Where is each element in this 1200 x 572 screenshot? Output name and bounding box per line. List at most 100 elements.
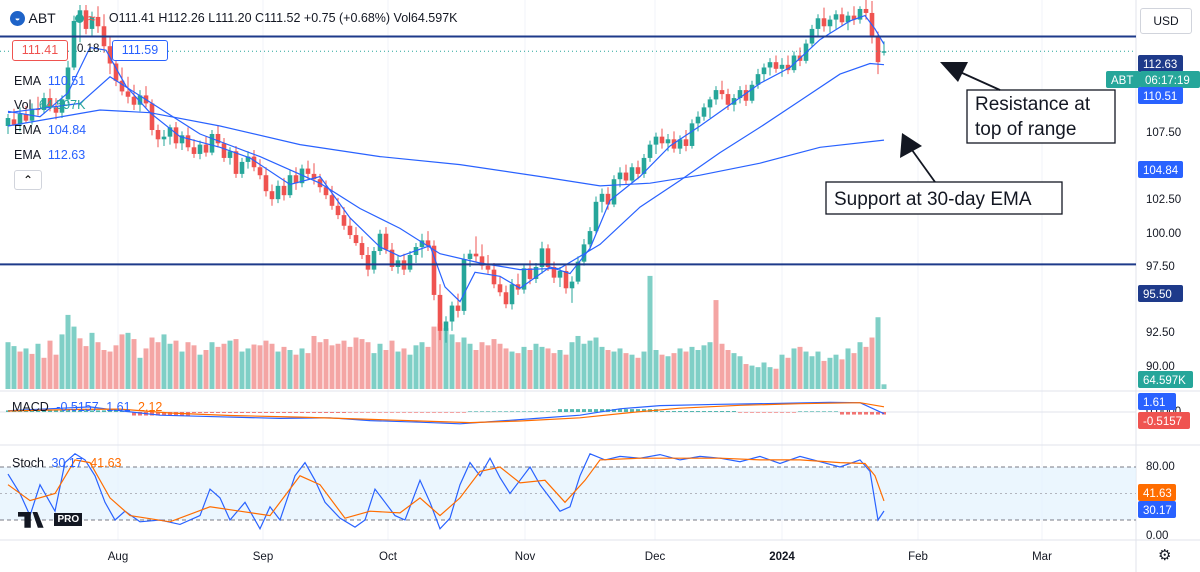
resistance-callout-line2: top of range — [975, 119, 1076, 140]
volume-bar — [605, 350, 611, 389]
candle-body — [581, 244, 587, 262]
volume-bar — [275, 351, 281, 389]
macd-histogram-bar — [510, 411, 514, 412]
macd-histogram-bar — [786, 412, 790, 413]
candle-body — [647, 144, 653, 158]
tv-logo-text: PRO — [54, 513, 83, 527]
macd-histogram-bar — [726, 411, 730, 412]
symbol-icon[interactable]: ◒ — [10, 10, 25, 26]
candle-body — [209, 133, 215, 153]
volume-bar — [443, 328, 449, 389]
volume-bar — [77, 338, 83, 389]
candle-body — [491, 269, 497, 285]
candle-body — [599, 193, 605, 202]
macd-histogram-bar — [6, 410, 10, 412]
volume-bar — [383, 350, 389, 389]
candle-body — [539, 248, 545, 267]
price-axis[interactable]: 107.50102.50100.0097.5092.5090.0080.0040… — [1146, 127, 1181, 542]
candle-body — [827, 19, 833, 27]
volume-bar — [395, 351, 401, 389]
volume-bar — [773, 368, 779, 389]
volume-bar — [125, 332, 131, 389]
tilde-icon[interactable]: ≈ — [87, 10, 96, 26]
volume-bar — [347, 346, 353, 389]
macd-histogram-bar — [870, 412, 874, 415]
volume-bar — [113, 345, 119, 389]
volume-bar — [491, 339, 497, 389]
macd-histogram-bar — [822, 411, 826, 412]
macd-histogram-bar — [834, 411, 838, 412]
volume-bar — [863, 346, 869, 389]
volume-bar — [635, 357, 641, 389]
volume-bar — [509, 351, 515, 389]
macd-histogram-bar — [660, 411, 664, 412]
volume-bar — [407, 354, 413, 389]
stoch-tick-label: 80.00 — [1146, 461, 1175, 473]
volume-bar — [701, 345, 707, 389]
candle-body — [293, 175, 299, 184]
price-ticker-badge: ABT — [1111, 75, 1133, 87]
volume-bar — [881, 384, 887, 389]
bid-box[interactable]: 111.41 — [12, 40, 68, 61]
candle-body — [497, 284, 503, 293]
legend-ema-short[interactable]: EMA 110.51 — [14, 74, 85, 88]
volume-bar — [611, 351, 617, 389]
time-axis[interactable]: Aug Sep Oct Nov Dec 2024 Feb Mar — [108, 551, 1052, 563]
candle-body — [437, 294, 443, 331]
stoch-d-badge-bg — [1138, 484, 1176, 501]
volume-bar — [767, 367, 773, 389]
volume-bar — [269, 343, 275, 389]
macd-histogram-bar — [846, 412, 850, 415]
macd-histogram-bar — [348, 412, 352, 413]
ticker[interactable]: ABT — [28, 10, 56, 26]
macd-histogram-bar — [402, 412, 406, 413]
candle-body — [461, 259, 467, 311]
volume-bar — [791, 348, 797, 389]
macd-line — [7, 401, 885, 425]
candle-body — [575, 261, 581, 282]
legend-ema-mid[interactable]: EMA 104.84 — [14, 123, 86, 137]
macd-histogram-bar — [318, 412, 322, 413]
candle-body — [449, 305, 455, 322]
candle-body — [779, 64, 785, 69]
macd-histogram-bar — [792, 412, 796, 413]
ask-box[interactable]: 111.59 — [112, 40, 168, 61]
candle-body — [41, 98, 47, 111]
macd-value-badge-bg — [1138, 412, 1190, 429]
volume-bar — [551, 353, 557, 389]
volume-bar — [209, 342, 215, 389]
candle-body — [509, 284, 515, 305]
macd-histogram-bar — [378, 412, 382, 413]
volume-bar — [521, 346, 527, 389]
volume-bar — [875, 317, 881, 389]
macd-histogram-bar — [588, 409, 592, 412]
tv-logo[interactable]: PRO — [18, 511, 84, 529]
legend-ema-long[interactable]: EMA 112.63 — [14, 148, 85, 162]
legend-macd[interactable]: MACD -0.5157 1.61 2.12 — [12, 400, 162, 414]
macd-histogram-bar — [582, 409, 586, 412]
candle-body — [11, 119, 17, 125]
macd-histogram-bar — [480, 411, 484, 412]
candle-body — [635, 167, 641, 174]
macd-signal-badge-bg — [1138, 393, 1176, 410]
candle-body — [197, 144, 203, 154]
candle-body — [83, 10, 89, 29]
candle-body — [353, 235, 359, 244]
legend-vol[interactable]: Vol 64.597K — [14, 98, 85, 112]
candle-body — [281, 185, 287, 196]
collapse-legend-button[interactable]: ⌃ — [14, 170, 42, 190]
horizontal-lines[interactable] — [0, 35, 1136, 266]
legend-stoch[interactable]: Stoch 30.17 41.63 — [12, 456, 122, 470]
support-arrow-shaft — [911, 149, 936, 183]
macd-signal: 1.61 — [106, 400, 131, 414]
volume-bar — [65, 314, 71, 389]
volume-bar — [737, 356, 743, 389]
candle-body — [821, 18, 827, 27]
currency-button[interactable]: USD — [1140, 8, 1192, 34]
candle-body — [47, 98, 53, 108]
settings-gear-icon[interactable]: ⚙ — [1158, 547, 1172, 564]
volume-bar — [437, 323, 443, 389]
candle-body — [743, 90, 749, 101]
macd-histogram-bar — [414, 412, 418, 413]
